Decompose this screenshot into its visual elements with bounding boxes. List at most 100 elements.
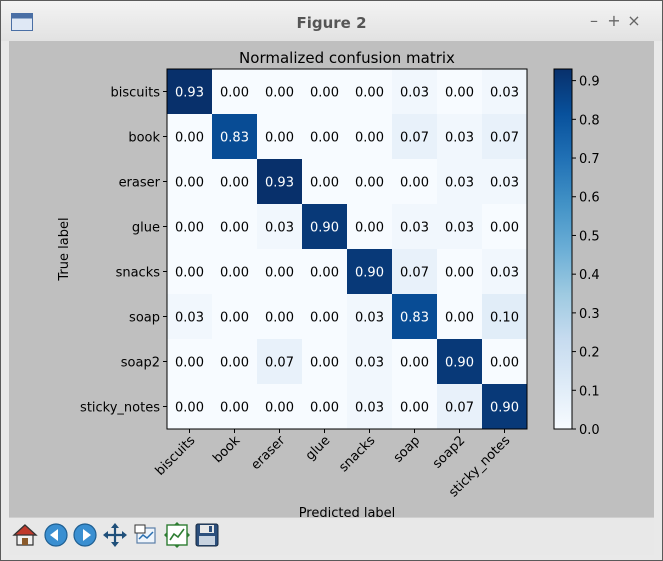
cell-value-label: 0.00 xyxy=(220,266,249,281)
cell-value-label: 0.07 xyxy=(265,356,294,371)
save-button[interactable] xyxy=(194,522,220,548)
heatmap-cell xyxy=(392,339,438,385)
heatmap-cell xyxy=(212,204,258,250)
cell-value-label: 0.00 xyxy=(445,266,474,281)
cell-value-label: 0.07 xyxy=(400,131,429,146)
cell-value-label: 0.10 xyxy=(490,311,519,326)
heatmap-cell xyxy=(482,69,528,115)
y-tick-label: book xyxy=(128,131,160,146)
figure-canvas[interactable]: Normalized confusion matrix 0.93 0.00 0.00… xyxy=(9,41,654,521)
cell-value-label: 0.90 xyxy=(445,356,474,371)
cell-value-label: 0.00 xyxy=(220,401,249,416)
minimize-button[interactable]: – xyxy=(590,11,598,30)
cell-value-label: 0.03 xyxy=(265,221,294,236)
heatmap-cell xyxy=(392,384,438,430)
heatmap-cell xyxy=(392,159,438,205)
colorbar-tick-label: 0.1 xyxy=(579,384,600,399)
pan-arrows-icon xyxy=(103,523,127,547)
heatmap-cell xyxy=(167,204,213,250)
cell-value-label: 0.00 xyxy=(310,266,339,281)
title-bar[interactable]: Figure 2 – + × xyxy=(1,1,662,42)
window-left-border xyxy=(1,41,9,560)
y-tick-label: biscuits xyxy=(110,86,160,101)
heatmap-cell xyxy=(347,69,393,115)
colorbar-tick-label: 0.2 xyxy=(579,346,600,361)
cell-value-label: 0.03 xyxy=(400,86,429,101)
heatmap-cell xyxy=(392,114,438,160)
cell-value-label: 0.00 xyxy=(265,311,294,326)
back-arrow-icon xyxy=(44,523,68,547)
cell-value-label: 0.00 xyxy=(355,221,384,236)
heatmap-cell xyxy=(257,159,303,205)
heatmap-cell xyxy=(302,249,348,295)
colorbar-tick-label: 0.9 xyxy=(579,75,600,90)
heatmap-cell xyxy=(212,159,258,205)
heatmap-cell xyxy=(212,249,258,295)
x-tick-label: book xyxy=(210,433,243,466)
cell-value-label: 0.03 xyxy=(400,221,429,236)
cell-value-label: 0.03 xyxy=(445,221,474,236)
heatmap-cell xyxy=(167,249,213,295)
cell-value-label: 0.00 xyxy=(400,401,429,416)
cell-value-label: 0.00 xyxy=(310,86,339,101)
subplots-button[interactable] xyxy=(164,522,190,548)
navigation-toolbar xyxy=(9,517,654,555)
cell-value-label: 0.03 xyxy=(355,356,384,371)
cell-value-label: 0.03 xyxy=(490,86,519,101)
window-bottom-border xyxy=(1,554,662,560)
heatmap-cell xyxy=(212,69,258,115)
cell-value-label: 0.90 xyxy=(355,266,384,281)
cell-value-label: 0.00 xyxy=(265,131,294,146)
confusion-matrix-chart: Normalized confusion matrix 0.93 0.00 0.00… xyxy=(57,49,600,521)
heatmap-cell xyxy=(257,69,303,115)
cell-value-label: 0.07 xyxy=(400,266,429,281)
cell-value-label: 0.90 xyxy=(310,221,339,236)
heatmap-cell xyxy=(302,339,348,385)
window-title: Figure 2 xyxy=(296,14,367,32)
heatmap-cell xyxy=(437,159,483,205)
heatmap-cell xyxy=(302,204,348,250)
pan-button[interactable] xyxy=(102,522,128,548)
cell-value-label: 0.00 xyxy=(220,356,249,371)
heatmap-cell xyxy=(302,114,348,160)
colorbar-tick-label: 0.3 xyxy=(579,307,600,322)
cell-value-label: 0.00 xyxy=(445,311,474,326)
forward-button[interactable] xyxy=(72,522,98,548)
cell-value-label: 0.00 xyxy=(310,356,339,371)
heatmap-cell xyxy=(257,249,303,295)
cell-value-label: 0.03 xyxy=(355,311,384,326)
heatmap-cell xyxy=(167,159,213,205)
heatmap-cell xyxy=(167,294,213,340)
heatmap-cell xyxy=(212,339,258,385)
cell-value-label: 0.03 xyxy=(445,131,474,146)
cell-value-label: 0.00 xyxy=(265,86,294,101)
colorbar-tick-label: 0.8 xyxy=(579,113,600,128)
home-icon xyxy=(12,524,38,546)
chart-title: Normalized confusion matrix xyxy=(239,49,455,67)
heatmap-cell xyxy=(482,159,528,205)
heatmap-cell xyxy=(437,114,483,160)
home-button[interactable] xyxy=(12,522,38,548)
x-tick-label: soap xyxy=(391,433,423,465)
maximize-button[interactable]: + xyxy=(607,11,621,30)
x-tick-label: eraser xyxy=(248,433,288,473)
heatmap-cell xyxy=(257,339,303,385)
heatmap-cell xyxy=(482,384,528,430)
heatmap-cell xyxy=(347,294,393,340)
cell-value-label: 0.00 xyxy=(310,131,339,146)
cell-value-label: 0.03 xyxy=(445,176,474,191)
cell-value-label: 0.00 xyxy=(175,131,204,146)
floppy-disk-icon xyxy=(195,523,219,547)
y-tick-label: snacks xyxy=(116,266,161,281)
back-button[interactable] xyxy=(43,522,69,548)
zoom-button[interactable] xyxy=(133,522,159,548)
close-button[interactable]: × xyxy=(627,11,641,30)
cell-value-label: 0.00 xyxy=(355,176,384,191)
heatmap-cell xyxy=(257,114,303,160)
cell-value-label: 0.00 xyxy=(310,401,339,416)
cell-value-label: 0.03 xyxy=(355,401,384,416)
colorbar xyxy=(553,68,573,430)
heatmap-cell xyxy=(257,384,303,430)
cell-value-label: 0.00 xyxy=(400,176,429,191)
heatmap-cell xyxy=(437,384,483,430)
